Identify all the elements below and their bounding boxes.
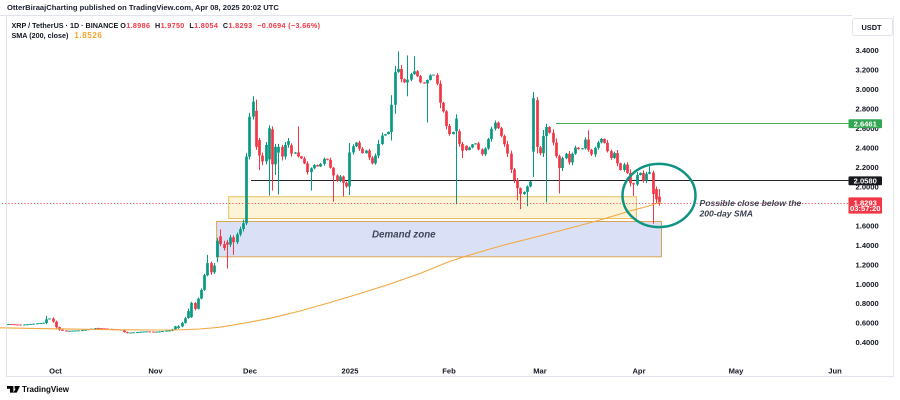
- svg-text:Mar: Mar: [533, 366, 547, 375]
- svg-text:2.8000: 2.8000: [856, 105, 879, 114]
- svg-text:3.2000: 3.2000: [856, 66, 879, 75]
- svg-text:Oct: Oct: [49, 366, 62, 375]
- svg-text:1.2000: 1.2000: [856, 260, 879, 269]
- svg-text:Dec: Dec: [243, 366, 257, 375]
- svg-text:2025: 2025: [342, 366, 360, 375]
- svg-text:Jun: Jun: [828, 366, 842, 375]
- svg-text:Feb: Feb: [442, 366, 456, 375]
- svg-text:200-day SMA: 200-day SMA: [699, 208, 754, 218]
- svg-text:3.0000: 3.0000: [856, 85, 879, 94]
- svg-text:2.0580: 2.0580: [854, 176, 877, 185]
- svg-text:0.4000: 0.4000: [856, 338, 879, 347]
- svg-text:0.8000: 0.8000: [856, 299, 879, 308]
- svg-text:May: May: [729, 366, 745, 375]
- svg-text:Nov: Nov: [148, 366, 163, 375]
- svg-text:2.2000: 2.2000: [856, 163, 879, 172]
- svg-text:Demand zone: Demand zone: [372, 230, 436, 241]
- svg-text:1.6000: 1.6000: [856, 221, 879, 230]
- svg-text:1.8293: 1.8293: [854, 198, 877, 207]
- svg-text:Possible close below the: Possible close below the: [700, 198, 802, 208]
- svg-text:2.0000: 2.0000: [856, 182, 879, 191]
- svg-text:3.4000: 3.4000: [856, 46, 879, 55]
- svg-text:Apr: Apr: [632, 366, 645, 375]
- svg-text:2.6461: 2.6461: [854, 119, 878, 128]
- svg-text:1.0000: 1.0000: [856, 280, 879, 289]
- svg-text:1.4000: 1.4000: [856, 241, 879, 250]
- svg-text:2.4000: 2.4000: [856, 143, 879, 152]
- svg-text:03:57:20: 03:57:20: [850, 204, 880, 213]
- svg-text:0.6000: 0.6000: [856, 319, 879, 328]
- svg-text:2.6000: 2.6000: [856, 124, 879, 133]
